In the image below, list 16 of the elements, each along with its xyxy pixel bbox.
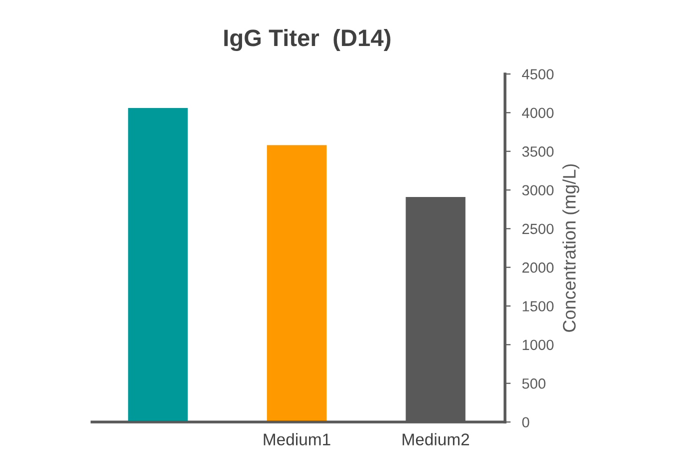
y-tick-label: 2000 — [522, 262, 554, 273]
bar — [266, 145, 327, 422]
y-tick-label: 1000 — [522, 340, 554, 350]
y-tick-label: 3000 — [522, 185, 554, 196]
chart-title: IgG Titer (D14) — [224, 28, 390, 52]
y-tick-label: 2500 — [522, 224, 554, 234]
bar — [128, 108, 188, 422]
y-tick-label: 4000 — [522, 108, 554, 118]
y-tick-label: 500 — [522, 378, 546, 389]
x-tick-label: Medium1 — [264, 433, 330, 446]
y-tick-label: 0 — [522, 417, 530, 428]
y-tick-label: 4500 — [522, 69, 554, 80]
y-tick-label: 3500 — [522, 146, 554, 157]
y-axis-title: Concentration (mg/L) — [562, 164, 580, 332]
x-tick-label: Medium2 — [402, 433, 470, 446]
y-tick-label: 1500 — [522, 301, 554, 312]
